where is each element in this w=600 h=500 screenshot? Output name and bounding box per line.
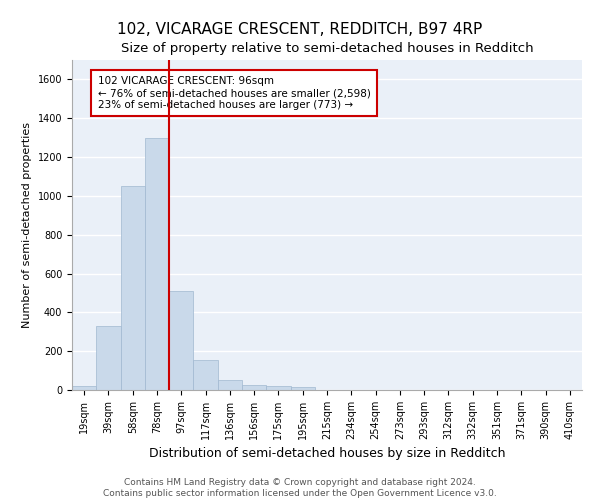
Bar (290, 387, 315, 390)
X-axis label: Distribution of semi-detached houses by size in Redditch: Distribution of semi-detached houses by … (149, 448, 505, 460)
Bar (169, 291, 193, 390)
Text: 102 VICARAGE CRESCENT: 96sqm
← 76% of semi-detached houses are smaller (2,598)
2: 102 VICARAGE CRESCENT: 96sqm ← 76% of se… (97, 76, 370, 110)
Bar (218, 380, 242, 390)
Text: 102, VICARAGE CRESCENT, REDDITCH, B97 4RP: 102, VICARAGE CRESCENT, REDDITCH, B97 4R… (118, 22, 482, 38)
Bar (193, 360, 218, 390)
Bar (72, 386, 96, 390)
Bar (242, 385, 266, 390)
Bar (121, 186, 145, 390)
Title: Size of property relative to semi-detached houses in Redditch: Size of property relative to semi-detach… (121, 42, 533, 54)
Bar (266, 386, 290, 390)
Y-axis label: Number of semi-detached properties: Number of semi-detached properties (22, 122, 32, 328)
Text: Contains HM Land Registry data © Crown copyright and database right 2024.
Contai: Contains HM Land Registry data © Crown c… (103, 478, 497, 498)
Bar (96, 326, 121, 390)
Bar (145, 138, 169, 390)
